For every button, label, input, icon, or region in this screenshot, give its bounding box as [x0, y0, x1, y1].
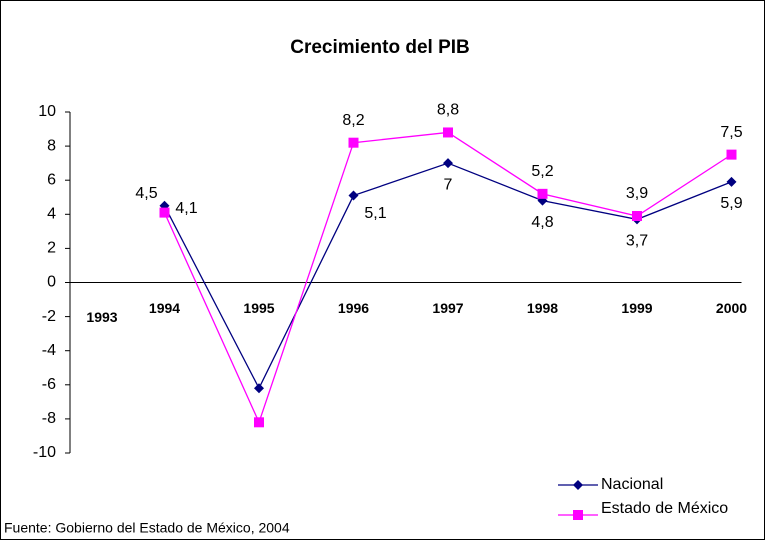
y-tick-label: -10 — [33, 444, 56, 461]
data-label: 4,8 — [531, 214, 553, 231]
x-tick-label: 1995 — [243, 300, 274, 316]
y-tick-label: -6 — [42, 376, 56, 393]
x-tick-label: 1997 — [432, 300, 463, 316]
x-tick-label: 1994 — [149, 300, 180, 316]
y-tick-label: -4 — [42, 342, 56, 359]
y-tick-label: 4 — [47, 206, 56, 223]
legend-label: Nacional — [601, 476, 663, 493]
data-label: 8,8 — [437, 102, 459, 119]
marker — [443, 127, 453, 138]
data-label: 5,9 — [720, 195, 742, 212]
y-tick-label: -8 — [42, 410, 56, 427]
marker — [726, 176, 737, 187]
data-label: 7,5 — [720, 124, 742, 141]
marker — [537, 188, 548, 199]
legend-marker — [573, 510, 583, 520]
data-label: 3,7 — [626, 233, 648, 250]
marker — [443, 158, 453, 169]
x-tick-label: 2000 — [716, 300, 747, 316]
y-tick-label: 8 — [47, 137, 56, 154]
y-tick-label: 6 — [47, 171, 56, 188]
x-tick-label: 1996 — [338, 300, 369, 316]
y-tick-label: 0 — [47, 274, 56, 291]
marker — [726, 149, 737, 160]
marker — [254, 383, 264, 394]
data-label: 7 — [444, 176, 453, 193]
chart-title: Crecimiento del PIB — [290, 37, 470, 58]
x-tick-label: 1993 — [86, 309, 117, 325]
legend-label: Estado de México — [601, 500, 728, 517]
y-tick-label: 2 — [47, 240, 56, 257]
marker — [348, 137, 359, 148]
legend-marker — [573, 480, 583, 490]
data-label: 3,9 — [626, 185, 648, 202]
source-note: Fuente: Gobierno del Estado de México, 2… — [4, 520, 290, 536]
marker — [632, 211, 642, 222]
y-tick-label: 10 — [38, 103, 56, 120]
data-label: 5,1 — [364, 205, 386, 222]
data-label: 4,5 — [135, 185, 157, 202]
marker — [348, 190, 359, 201]
data-label: 5,2 — [531, 163, 553, 180]
data-label: 8,2 — [342, 112, 364, 129]
data-label: 4,1 — [175, 200, 197, 217]
marker — [254, 417, 264, 428]
marker — [159, 207, 170, 218]
x-tick-label: 1998 — [527, 300, 558, 316]
y-tick-label: -2 — [42, 308, 56, 325]
x-tick-label: 1999 — [621, 300, 652, 316]
